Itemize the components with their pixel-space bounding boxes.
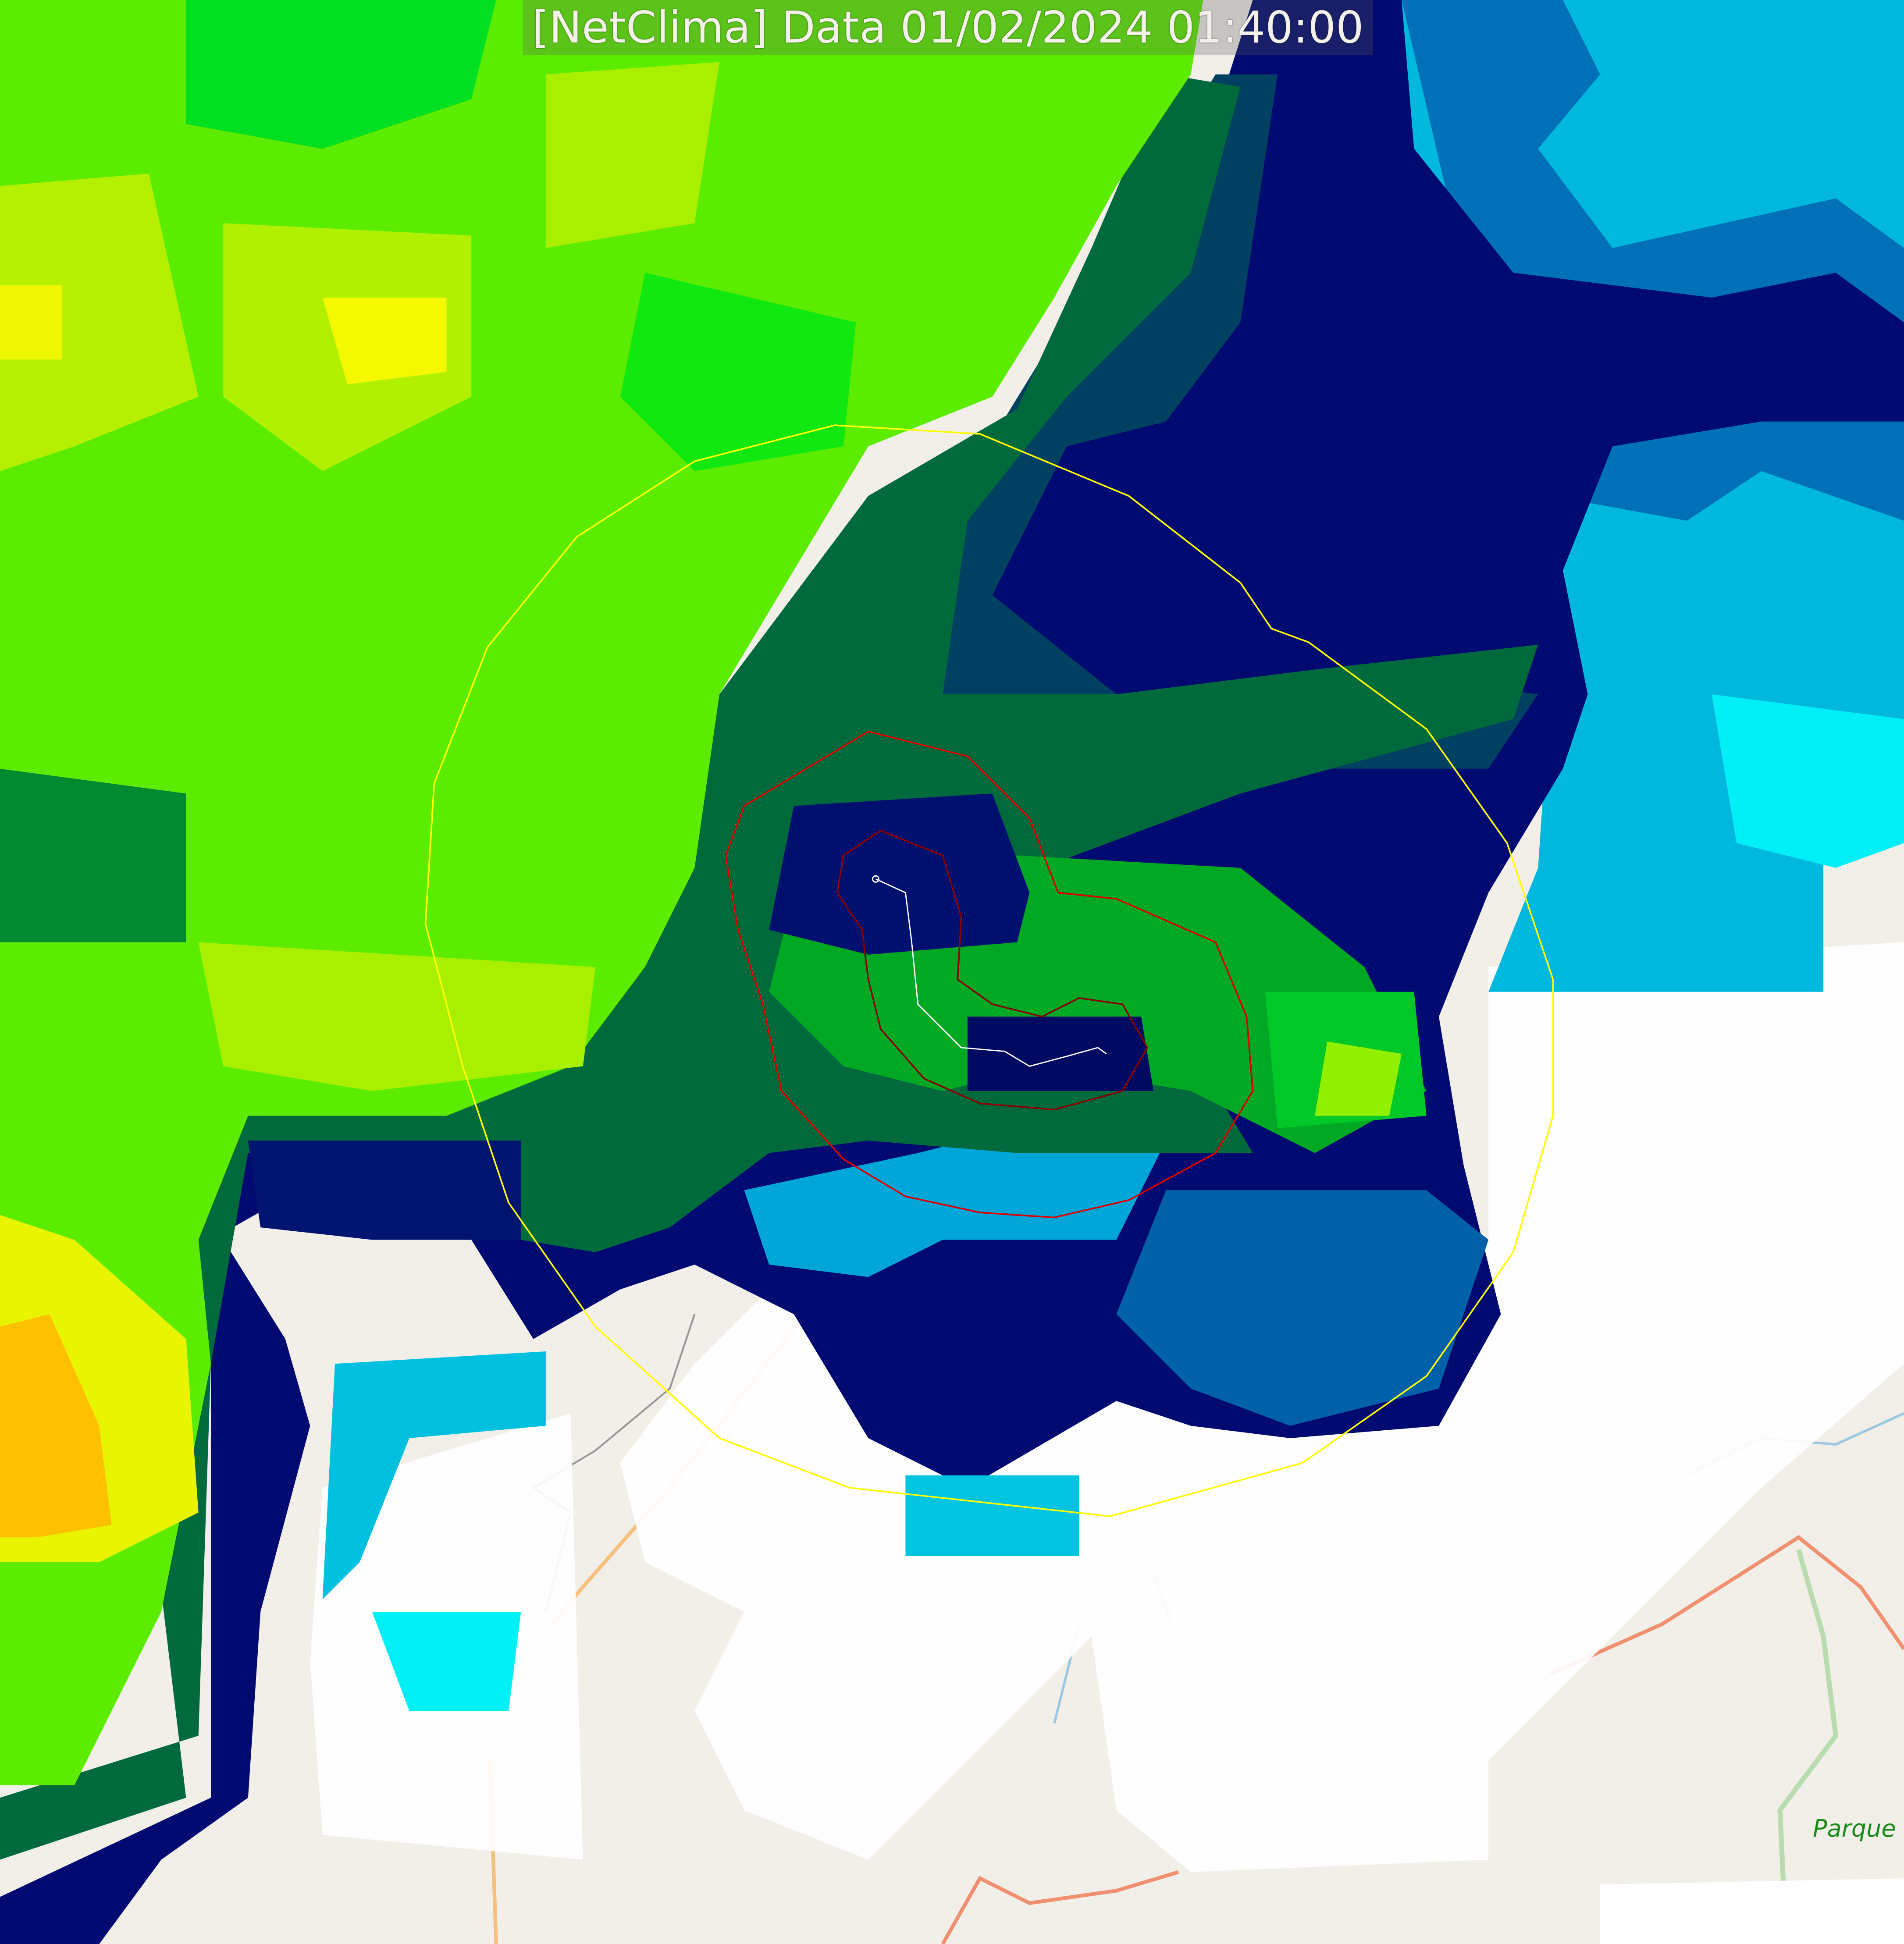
blue-region xyxy=(1116,1190,1489,1426)
yellow-green-region xyxy=(198,942,596,1091)
park-boundary xyxy=(1777,1549,1839,1944)
yellow-green-region xyxy=(545,62,720,248)
yellow-green-region xyxy=(1315,1041,1402,1116)
dark-green-region xyxy=(0,74,1538,1944)
red-contour-outer xyxy=(725,730,1254,1219)
cyan-region xyxy=(1712,694,1904,868)
green-region xyxy=(186,0,496,149)
navy-region xyxy=(248,1141,521,1240)
yellow-region xyxy=(0,285,62,360)
yellow-region xyxy=(322,297,447,384)
timestamp-title: [NetClima] Data 01/02/2024 01:40:00 xyxy=(532,2,1364,53)
green-region xyxy=(0,768,186,942)
light-blue-region xyxy=(744,1116,1166,1277)
light-blue-region xyxy=(905,1475,1079,1556)
orange-region xyxy=(0,1314,112,1538)
track-start-marker xyxy=(872,875,879,883)
cyan-region xyxy=(372,1611,521,1711)
navy-core-region xyxy=(967,1016,1154,1091)
navy-core-region xyxy=(769,793,1030,955)
road xyxy=(1549,1535,1904,1676)
storm-track-line xyxy=(875,878,1107,1067)
outer-yellow-ring xyxy=(424,424,1554,1518)
green-region xyxy=(620,273,856,471)
road xyxy=(941,1870,1179,1944)
light-blue-region xyxy=(322,1351,546,1599)
yellow-green-region xyxy=(0,173,199,471)
title-banner: [NetClima] Data 01/02/2024 01:40:00 xyxy=(523,0,1373,55)
red-contour-inner xyxy=(836,829,1149,1111)
map-label-park: Parque xyxy=(1813,1815,1896,1842)
cloud-white-region xyxy=(1600,1878,1904,1944)
